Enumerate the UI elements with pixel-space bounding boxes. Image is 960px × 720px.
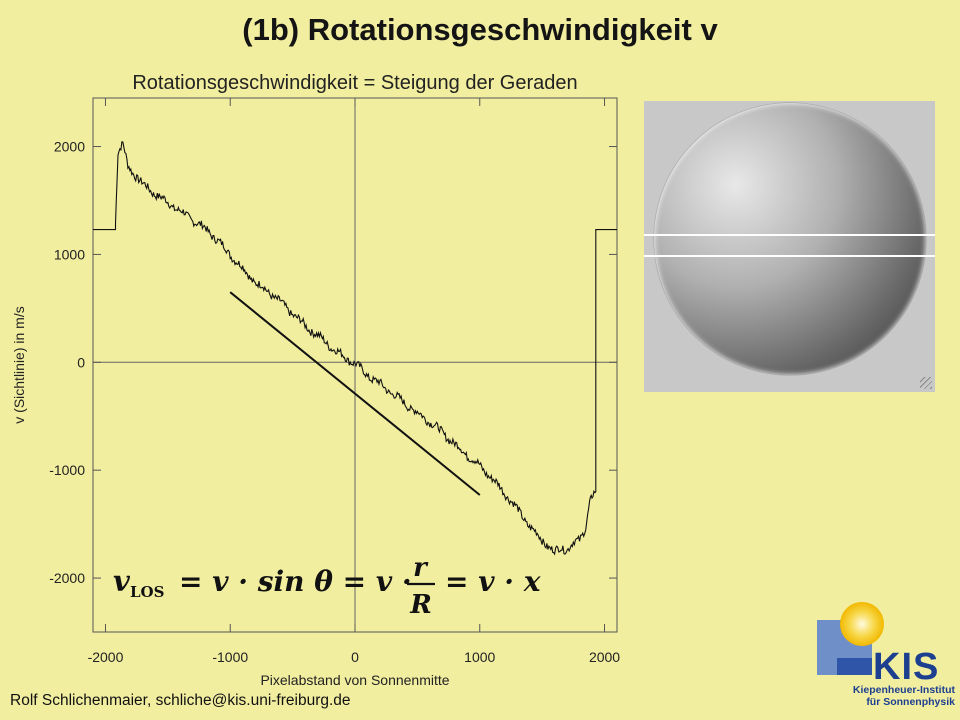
kis-logo: KIS Kiepenheuer-Institut für Sonnenphysi… <box>815 600 955 712</box>
x-axis-label: Pixelabstand von Sonnenmitte <box>260 672 449 688</box>
y-tick-label: -2000 <box>49 570 85 586</box>
formula-lhs-symbol: v <box>113 564 131 598</box>
y-tick-label: 2000 <box>54 139 85 155</box>
slide-title: (1b) Rotationsgeschwindigkeit v <box>242 12 718 47</box>
formula-lhs-subscript: LOS <box>130 583 164 601</box>
x-tick-label: 2000 <box>589 649 620 665</box>
fraction-numerator: r <box>413 553 429 583</box>
y-tick-label: 0 <box>77 354 85 370</box>
velocity-profile-line <box>93 141 617 556</box>
x-tick-label: 0 <box>351 649 359 665</box>
logo-acronym: KIS <box>873 646 940 688</box>
sun-image <box>644 101 935 392</box>
resize-grip-icon[interactable] <box>920 377 932 389</box>
logo-line-1: Kiepenheuer-Institut <box>852 684 955 696</box>
x-tick-label: 1000 <box>464 649 495 665</box>
y-tick-label: 1000 <box>54 246 85 262</box>
y-axis-label: v (Sichtlinie) in m/s <box>11 306 27 423</box>
formula-middle: = v · sin θ = v · <box>179 565 412 598</box>
solar-disk <box>654 103 926 375</box>
fraction-denominator: R <box>409 590 432 620</box>
scan-line-upper <box>644 234 935 236</box>
logo-subtitle: Kiepenheuer-Institut für Sonnenphysik <box>815 684 955 708</box>
footer-author: Rolf Schlichenmaier, schliche@kis.uni-fr… <box>10 692 351 709</box>
logo-sun-icon <box>840 602 884 646</box>
logo-line-2: für Sonnenphysik <box>866 696 955 708</box>
scan-line-lower <box>644 255 935 257</box>
x-tick-label: -2000 <box>88 649 124 665</box>
x-tick-label: -1000 <box>212 649 248 665</box>
chart-title: Rotationsgeschwindigkeit = Steigung der … <box>132 72 577 94</box>
velocity-formula: v LOS = v · sin θ = v · r R = v · x <box>113 553 563 623</box>
formula-end: = v · x <box>445 565 541 598</box>
y-tick-label: -1000 <box>49 462 85 478</box>
fit-line <box>229 291 481 496</box>
